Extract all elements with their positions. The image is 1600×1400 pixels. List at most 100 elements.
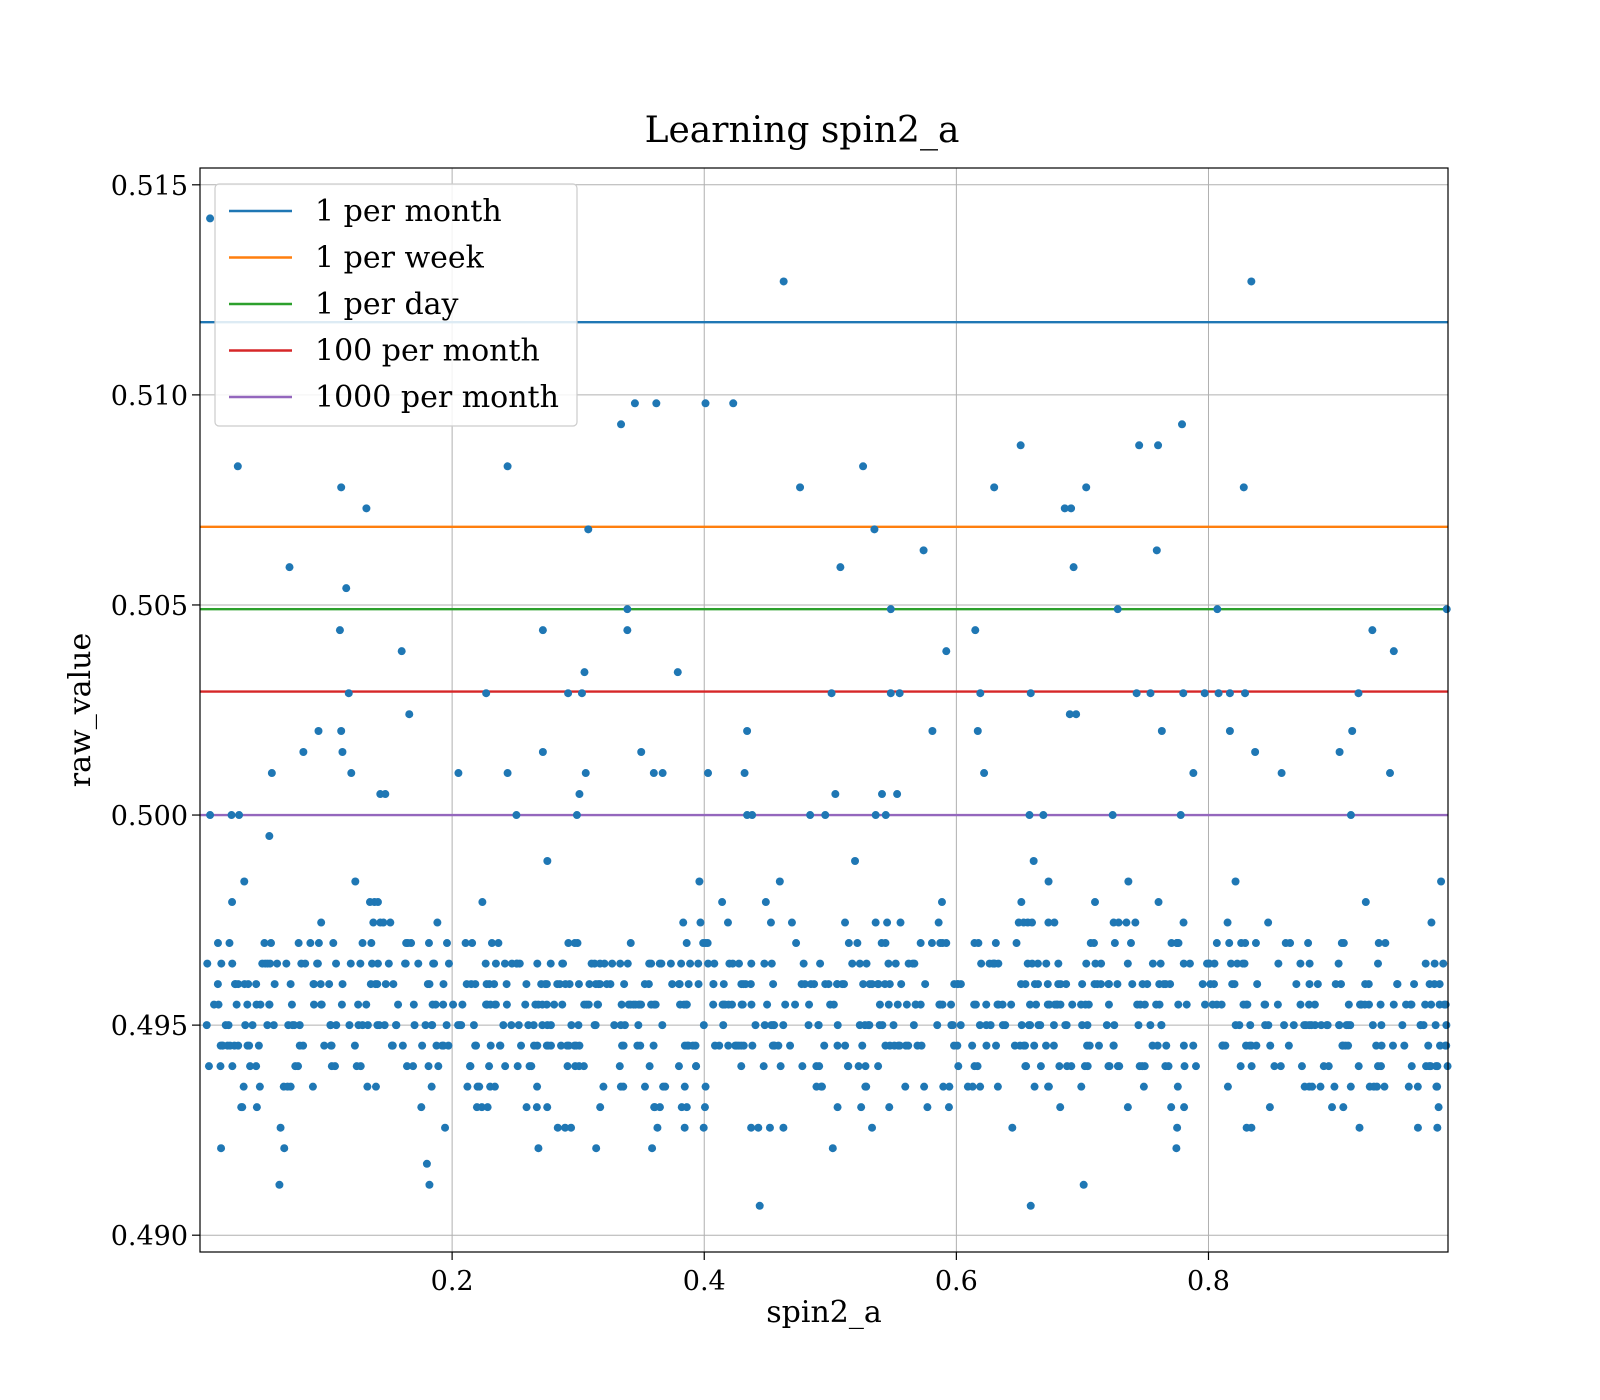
- scatter-point: [824, 980, 833, 989]
- scatter-point: [977, 959, 986, 968]
- scatter-point: [1442, 1041, 1451, 1050]
- scatter-point: [1109, 1041, 1118, 1050]
- scatter-point: [657, 959, 666, 968]
- scatter-point: [701, 399, 710, 408]
- scatter-point: [759, 1062, 768, 1071]
- scatter-point: [1080, 1062, 1089, 1071]
- scatter-point: [1296, 959, 1305, 968]
- scatter-point: [942, 647, 951, 656]
- scatter-point: [591, 1021, 600, 1030]
- scatter-point: [1386, 769, 1395, 778]
- scatter-point: [755, 1201, 764, 1210]
- scatter-point: [384, 959, 393, 968]
- scatter-point: [881, 811, 890, 820]
- scatter-point: [861, 1082, 870, 1091]
- scatter-point: [441, 1123, 450, 1132]
- scatter-point: [1339, 1103, 1348, 1112]
- scatter-point: [679, 918, 688, 927]
- scatter-point: [325, 980, 334, 989]
- scatter-point: [1204, 959, 1213, 968]
- scatter-point: [844, 939, 853, 948]
- scatter-point: [634, 1021, 643, 1030]
- scatter-point: [833, 980, 842, 989]
- scatter-point: [883, 918, 892, 927]
- scatter-point: [286, 980, 295, 989]
- scatter-point: [668, 980, 677, 989]
- scatter-point: [1225, 689, 1234, 698]
- scatter-point: [1032, 1000, 1041, 1009]
- scatter-point: [877, 939, 886, 948]
- scatter-point: [517, 1041, 526, 1050]
- scatter-point: [1017, 980, 1026, 989]
- scatter-point: [828, 1144, 837, 1153]
- scatter-point: [356, 959, 365, 968]
- scatter-point: [775, 877, 784, 886]
- scatter-point: [295, 1021, 304, 1030]
- scatter-point: [500, 959, 509, 968]
- x-tick-label: 0.8: [1187, 1266, 1230, 1297]
- scatter-point: [895, 689, 904, 698]
- scatter-point: [1007, 1000, 1016, 1009]
- scatter-point: [1252, 1041, 1261, 1050]
- scatter-point: [522, 980, 531, 989]
- scatter-point: [1036, 1062, 1045, 1071]
- scatter-point: [982, 1041, 991, 1050]
- scatter-point: [521, 1000, 530, 1009]
- scatter-point: [1246, 1021, 1255, 1030]
- scatter-point: [692, 1062, 701, 1071]
- scatter-point: [332, 959, 341, 968]
- scatter-point: [1034, 1021, 1043, 1030]
- scatter-point: [1025, 811, 1034, 820]
- scatter-point: [243, 1000, 252, 1009]
- scatter-point: [740, 769, 749, 778]
- scatter-point: [1179, 918, 1188, 927]
- scatter-point: [546, 959, 555, 968]
- scatter-point: [973, 1062, 982, 1071]
- scatter-point: [525, 1062, 534, 1071]
- scatter-point: [820, 1041, 829, 1050]
- scatter-point: [841, 918, 850, 927]
- scatter-point: [561, 1123, 570, 1132]
- scatter-point: [513, 1062, 522, 1071]
- scatter-point: [1308, 1082, 1317, 1091]
- scatter-point: [544, 1041, 553, 1050]
- scatter-point: [1389, 1000, 1398, 1009]
- scatter-point: [935, 1000, 944, 1009]
- scatter-point: [982, 1000, 991, 1009]
- scatter-point: [953, 980, 962, 989]
- scatter-point: [471, 980, 480, 989]
- scatter-point: [816, 959, 825, 968]
- scatter-point: [490, 980, 499, 989]
- scatter-point: [1166, 980, 1175, 989]
- scatter-point: [428, 1000, 437, 1009]
- scatter-point: [458, 1000, 467, 1009]
- scatter-point: [734, 959, 743, 968]
- scatter-point: [1065, 710, 1074, 719]
- scatter-point: [1210, 980, 1219, 989]
- scatter-point: [1180, 1103, 1189, 1112]
- scatter-point: [1377, 1041, 1386, 1050]
- scatter-point: [1421, 959, 1430, 968]
- scatter-point: [1042, 1041, 1051, 1050]
- scatter-point: [1212, 939, 1221, 948]
- scatter-point: [424, 1062, 433, 1071]
- scatter-point: [647, 959, 656, 968]
- scatter-point: [1146, 1021, 1155, 1030]
- scatter-point: [1173, 1123, 1182, 1132]
- scatter-point: [254, 1041, 263, 1050]
- scatter-point: [1276, 1062, 1285, 1071]
- scatter-point: [1200, 689, 1209, 698]
- scatter-point: [482, 689, 491, 698]
- scatter-point: [529, 1021, 538, 1030]
- scatter-point: [553, 980, 562, 989]
- scatter-point: [373, 959, 382, 968]
- scatter-point: [1134, 1021, 1143, 1030]
- scatter-point: [1017, 1021, 1026, 1030]
- y-tick-label: 0.495: [111, 1011, 188, 1042]
- scatter-point: [1029, 856, 1038, 865]
- scatter-point: [645, 1062, 654, 1071]
- scatter-point: [1241, 689, 1250, 698]
- scatter-point: [246, 1062, 255, 1071]
- y-tick-label: 0.510: [111, 381, 188, 412]
- scatter-point: [1077, 1000, 1086, 1009]
